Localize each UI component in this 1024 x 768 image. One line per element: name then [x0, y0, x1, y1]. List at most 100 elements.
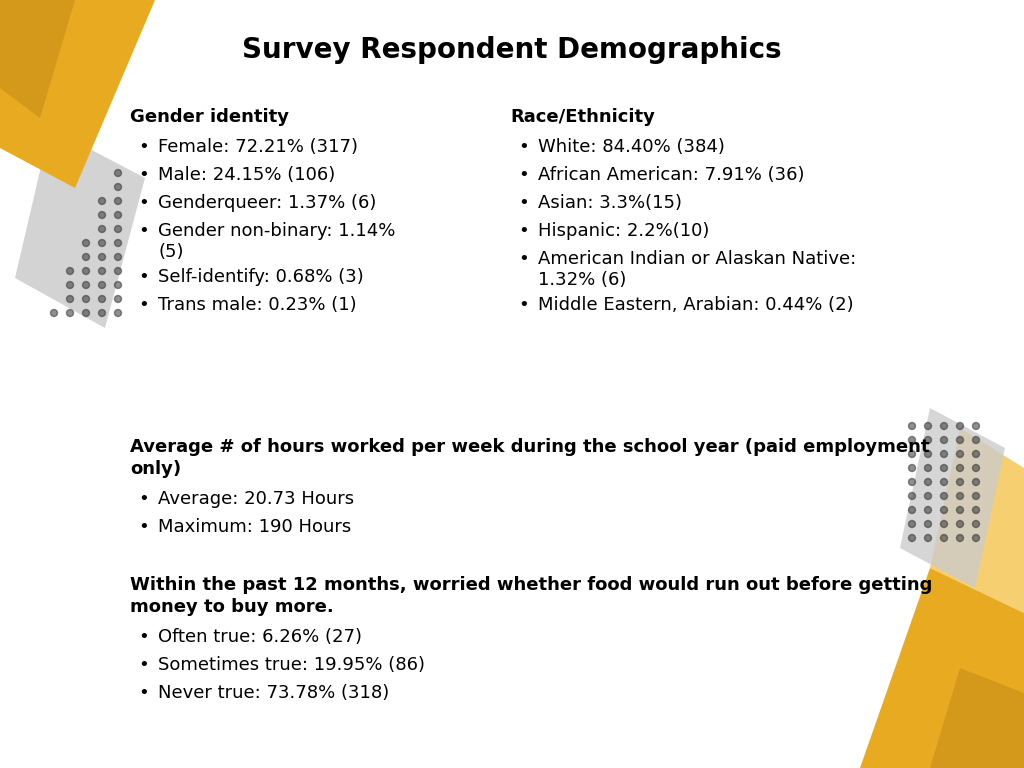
Circle shape: [83, 240, 89, 247]
Text: •: •: [138, 628, 148, 646]
Circle shape: [115, 226, 122, 233]
Circle shape: [925, 521, 932, 528]
Circle shape: [925, 535, 932, 541]
Circle shape: [956, 436, 964, 443]
Text: only): only): [130, 460, 181, 478]
Circle shape: [956, 451, 964, 458]
Circle shape: [940, 492, 947, 499]
Circle shape: [973, 465, 980, 472]
Circle shape: [956, 422, 964, 429]
Circle shape: [115, 197, 122, 204]
Circle shape: [973, 492, 980, 499]
Text: •: •: [138, 222, 148, 240]
Circle shape: [973, 478, 980, 485]
Circle shape: [940, 478, 947, 485]
Text: •: •: [518, 222, 528, 240]
Circle shape: [67, 296, 74, 303]
Text: Self-identify: 0.68% (3): Self-identify: 0.68% (3): [158, 268, 364, 286]
Polygon shape: [15, 128, 145, 328]
Polygon shape: [0, 0, 155, 188]
Circle shape: [908, 507, 915, 514]
Circle shape: [908, 492, 915, 499]
Circle shape: [925, 507, 932, 514]
Circle shape: [925, 451, 932, 458]
Circle shape: [83, 267, 89, 274]
Circle shape: [115, 240, 122, 247]
Text: Survey Respondent Demographics: Survey Respondent Demographics: [243, 36, 781, 64]
Circle shape: [940, 451, 947, 458]
Circle shape: [940, 422, 947, 429]
Text: Race/Ethnicity: Race/Ethnicity: [510, 108, 655, 126]
Polygon shape: [900, 408, 1005, 588]
Circle shape: [908, 451, 915, 458]
Text: •: •: [138, 194, 148, 212]
Text: •: •: [518, 166, 528, 184]
Circle shape: [940, 521, 947, 528]
Polygon shape: [930, 668, 1024, 768]
Circle shape: [940, 465, 947, 472]
Text: Often true: 6.26% (27): Often true: 6.26% (27): [158, 628, 362, 646]
Text: Average # of hours worked per week during the school year (paid employment: Average # of hours worked per week durin…: [130, 438, 930, 456]
Circle shape: [973, 436, 980, 443]
Circle shape: [115, 282, 122, 289]
Circle shape: [83, 296, 89, 303]
Text: •: •: [138, 166, 148, 184]
Circle shape: [115, 170, 122, 177]
Circle shape: [98, 282, 105, 289]
Circle shape: [973, 422, 980, 429]
Text: •: •: [518, 296, 528, 314]
Circle shape: [908, 478, 915, 485]
Text: •: •: [138, 138, 148, 156]
Circle shape: [115, 184, 122, 190]
Text: Sometimes true: 19.95% (86): Sometimes true: 19.95% (86): [158, 656, 425, 674]
Circle shape: [973, 521, 980, 528]
Circle shape: [956, 507, 964, 514]
Circle shape: [956, 492, 964, 499]
Circle shape: [908, 422, 915, 429]
Circle shape: [115, 211, 122, 219]
Circle shape: [940, 535, 947, 541]
Polygon shape: [0, 0, 75, 118]
Circle shape: [98, 310, 105, 316]
Text: Average: 20.73 Hours: Average: 20.73 Hours: [158, 490, 354, 508]
Text: Hispanic: 2.2%(10): Hispanic: 2.2%(10): [538, 222, 710, 240]
Circle shape: [973, 507, 980, 514]
Circle shape: [908, 465, 915, 472]
Text: money to buy more.: money to buy more.: [130, 598, 334, 616]
Circle shape: [925, 492, 932, 499]
Circle shape: [98, 226, 105, 233]
Circle shape: [98, 240, 105, 247]
Circle shape: [908, 521, 915, 528]
Text: Never true: 73.78% (318): Never true: 73.78% (318): [158, 684, 389, 702]
Text: •: •: [518, 250, 528, 268]
Text: Within the past 12 months, worried whether food would run out before getting: Within the past 12 months, worried wheth…: [130, 576, 933, 594]
Circle shape: [925, 465, 932, 472]
Circle shape: [956, 535, 964, 541]
Text: Maximum: 190 Hours: Maximum: 190 Hours: [158, 518, 351, 536]
Circle shape: [973, 451, 980, 458]
Polygon shape: [930, 428, 1024, 613]
Text: Female: 72.21% (317): Female: 72.21% (317): [158, 138, 358, 156]
Text: Middle Eastern, Arabian: 0.44% (2): Middle Eastern, Arabian: 0.44% (2): [538, 296, 854, 314]
Circle shape: [956, 478, 964, 485]
Circle shape: [940, 436, 947, 443]
Circle shape: [67, 282, 74, 289]
Text: •: •: [138, 684, 148, 702]
Circle shape: [115, 267, 122, 274]
Text: •: •: [518, 194, 528, 212]
Circle shape: [973, 535, 980, 541]
Text: Male: 24.15% (106): Male: 24.15% (106): [158, 166, 335, 184]
Circle shape: [908, 535, 915, 541]
Text: •: •: [138, 490, 148, 508]
Circle shape: [956, 465, 964, 472]
Circle shape: [908, 436, 915, 443]
Circle shape: [83, 310, 89, 316]
Circle shape: [50, 310, 57, 316]
Text: Gender identity: Gender identity: [130, 108, 289, 126]
Circle shape: [115, 253, 122, 260]
Circle shape: [83, 282, 89, 289]
Circle shape: [98, 197, 105, 204]
Circle shape: [98, 267, 105, 274]
Circle shape: [115, 296, 122, 303]
Text: •: •: [138, 518, 148, 536]
